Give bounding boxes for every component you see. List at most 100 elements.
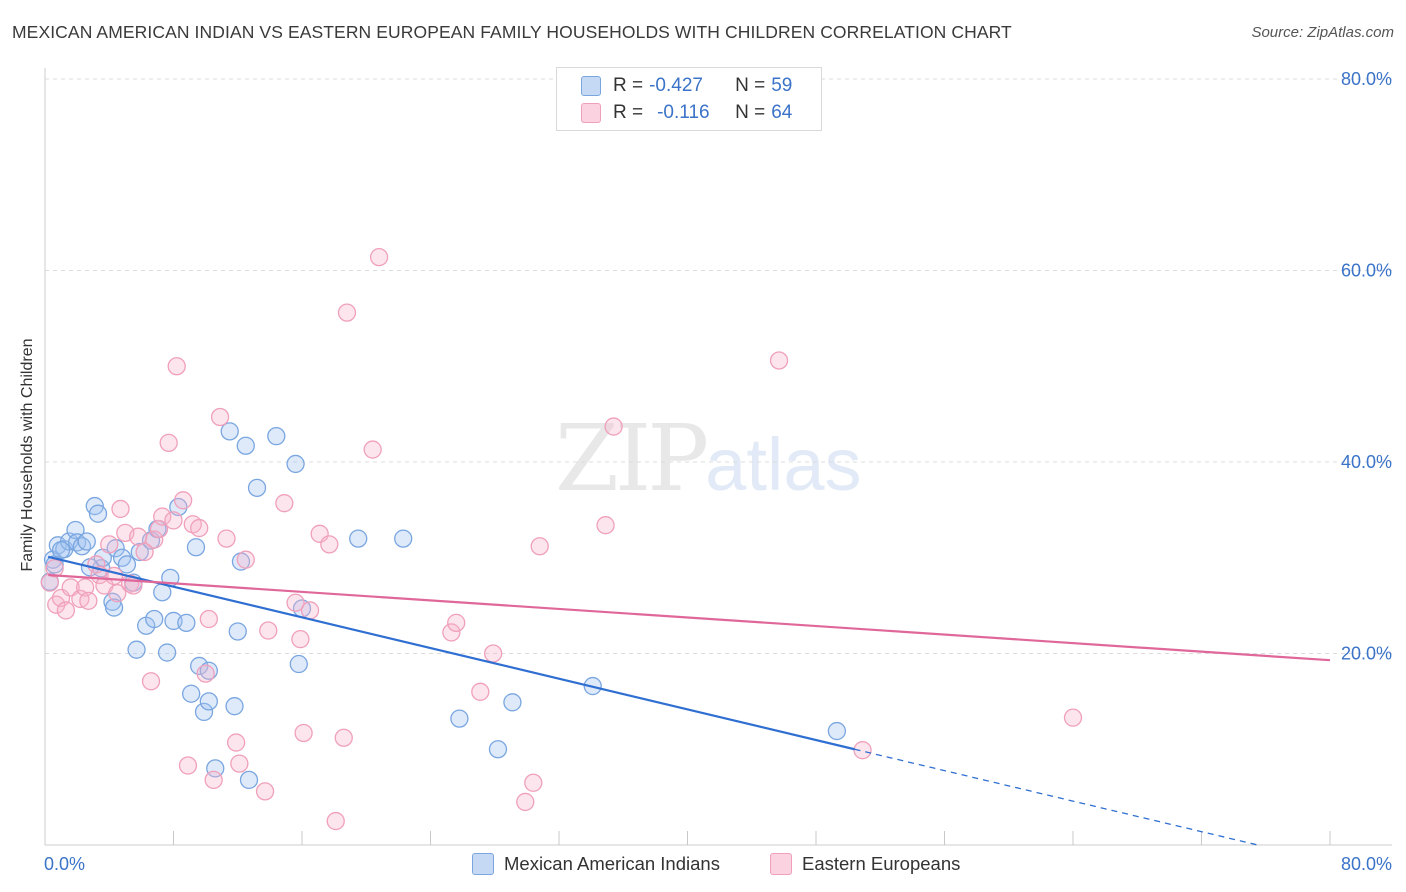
y-tick-label: 60.0% [1341, 261, 1392, 281]
point-mexican-american-indians [286, 454, 305, 474]
point-eastern-europeans [447, 613, 466, 633]
chart-title: MEXICAN AMERICAN INDIAN VS EASTERN EUROP… [12, 22, 1012, 42]
point-eastern-europeans [56, 601, 76, 620]
point-mexican-american-indians [267, 426, 286, 446]
point-mexican-american-indians [349, 529, 368, 548]
point-eastern-europeans [596, 516, 615, 535]
point-eastern-europeans [204, 770, 223, 790]
point-eastern-europeans [141, 672, 161, 691]
point-eastern-europeans [196, 664, 215, 683]
point-mexican-american-indians [289, 654, 308, 674]
x-tick-label-min: 0.0% [44, 854, 85, 874]
data-points [40, 247, 1083, 831]
point-eastern-europeans [275, 494, 294, 513]
point-mexican-american-indians [228, 622, 247, 641]
legend-row-eastern-europeans: R = -0.116 N = 64 [581, 101, 792, 125]
legend-r-label: R = [613, 75, 644, 96]
point-eastern-europeans [164, 511, 183, 530]
point-mexican-american-indians [199, 692, 218, 711]
point-mexican-american-indians [177, 613, 196, 633]
point-eastern-europeans [516, 792, 535, 812]
point-mexican-american-indians [130, 542, 149, 562]
x-tick-label-max: 80.0% [1341, 854, 1392, 874]
point-eastern-europeans [483, 644, 503, 663]
point-eastern-europeans [294, 723, 313, 743]
point-eastern-europeans [471, 682, 490, 701]
watermark-atlas: atlas [705, 423, 862, 506]
point-mexican-american-indians [225, 697, 244, 716]
point-eastern-europeans [129, 527, 148, 546]
point-eastern-europeans [111, 499, 130, 519]
bottom-legend-swatch-pink [770, 853, 792, 875]
legend-row-mexican-american-indians: R = -0.427 N = 59 [581, 74, 792, 98]
trend-line-eastern-europeans [48, 573, 1331, 662]
point-eastern-europeans [159, 433, 178, 453]
point-mexican-american-indians [827, 721, 847, 741]
point-mexican-american-indians [182, 684, 201, 703]
point-eastern-europeans [320, 535, 339, 554]
point-eastern-europeans [259, 621, 278, 640]
trend-line-mexican-american-indians [47, 555, 855, 751]
bottom-legend-item-eastern-europeans: Eastern Europeans [770, 852, 960, 876]
legend-r-value: -0.116 [657, 102, 710, 123]
point-eastern-europeans [326, 811, 345, 831]
point-mexican-american-indians [450, 709, 469, 728]
legend-n-label: N = [735, 102, 766, 123]
point-mexican-american-indians [104, 598, 124, 617]
point-eastern-europeans [226, 733, 246, 752]
legend-n-value: 59 [771, 75, 793, 96]
point-eastern-europeans [145, 530, 164, 549]
watermark: ZIPatlas [555, 405, 861, 512]
point-eastern-europeans [100, 535, 119, 554]
point-eastern-europeans [1063, 708, 1083, 727]
bottom-legend-label: Mexican American Indians [504, 853, 720, 874]
point-eastern-europeans [300, 601, 320, 620]
point-mexican-american-indians [247, 478, 267, 498]
point-eastern-europeans [108, 584, 127, 603]
point-eastern-europeans [369, 247, 389, 267]
point-eastern-europeans [337, 303, 357, 322]
point-eastern-europeans [291, 629, 310, 649]
point-mexican-american-indians [503, 693, 522, 712]
bottom-legend-item-mexican-american-indians: Mexican American Indians [472, 852, 720, 876]
y-axis-title: Family Households with Children [19, 338, 36, 572]
point-mexican-american-indians [206, 759, 225, 778]
point-eastern-europeans [255, 782, 275, 801]
point-eastern-europeans [236, 550, 255, 569]
point-mexican-american-indians [145, 609, 164, 629]
legend-n-value: 64 [771, 102, 793, 123]
point-mexican-american-indians [77, 532, 96, 551]
point-eastern-europeans [178, 756, 198, 775]
point-eastern-europeans [286, 593, 305, 612]
point-eastern-europeans [604, 417, 623, 436]
point-eastern-europeans [76, 578, 95, 597]
y-tick-label: 80.0% [1341, 69, 1392, 89]
point-mexican-american-indians [488, 740, 508, 759]
point-mexican-american-indians [127, 640, 146, 659]
tick-labels: 80.0% 60.0% 40.0% 20.0% 0.0% 80.0% [44, 69, 1392, 874]
point-mexican-american-indians [199, 661, 218, 680]
point-eastern-europeans [363, 440, 382, 459]
point-mexican-american-indians [157, 643, 177, 662]
point-mexican-american-indians [220, 422, 239, 441]
point-eastern-europeans [442, 623, 461, 642]
source-label: Source: ZipAtlas.com [1251, 24, 1394, 41]
trend-line-extension [854, 748, 1258, 846]
point-mexican-american-indians [186, 538, 206, 557]
correlation-legend: R = -0.427 N = 59 R = -0.116 N = 64 [556, 67, 822, 131]
point-eastern-europeans [79, 591, 98, 610]
bottom-legend-label: Eastern Europeans [802, 853, 961, 874]
y-tick-label: 20.0% [1341, 644, 1392, 664]
point-eastern-europeans [230, 754, 249, 773]
point-eastern-europeans [199, 609, 218, 629]
legend-n-label: N = [735, 75, 766, 96]
point-eastern-europeans [45, 559, 64, 578]
axes [44, 68, 1392, 846]
point-eastern-europeans [210, 407, 230, 427]
legend-r-value: -0.427 [649, 75, 703, 96]
point-mexican-american-indians [236, 436, 255, 455]
legend-r-label: R = [613, 102, 644, 123]
point-eastern-europeans [334, 728, 353, 747]
point-eastern-europeans [769, 351, 789, 370]
